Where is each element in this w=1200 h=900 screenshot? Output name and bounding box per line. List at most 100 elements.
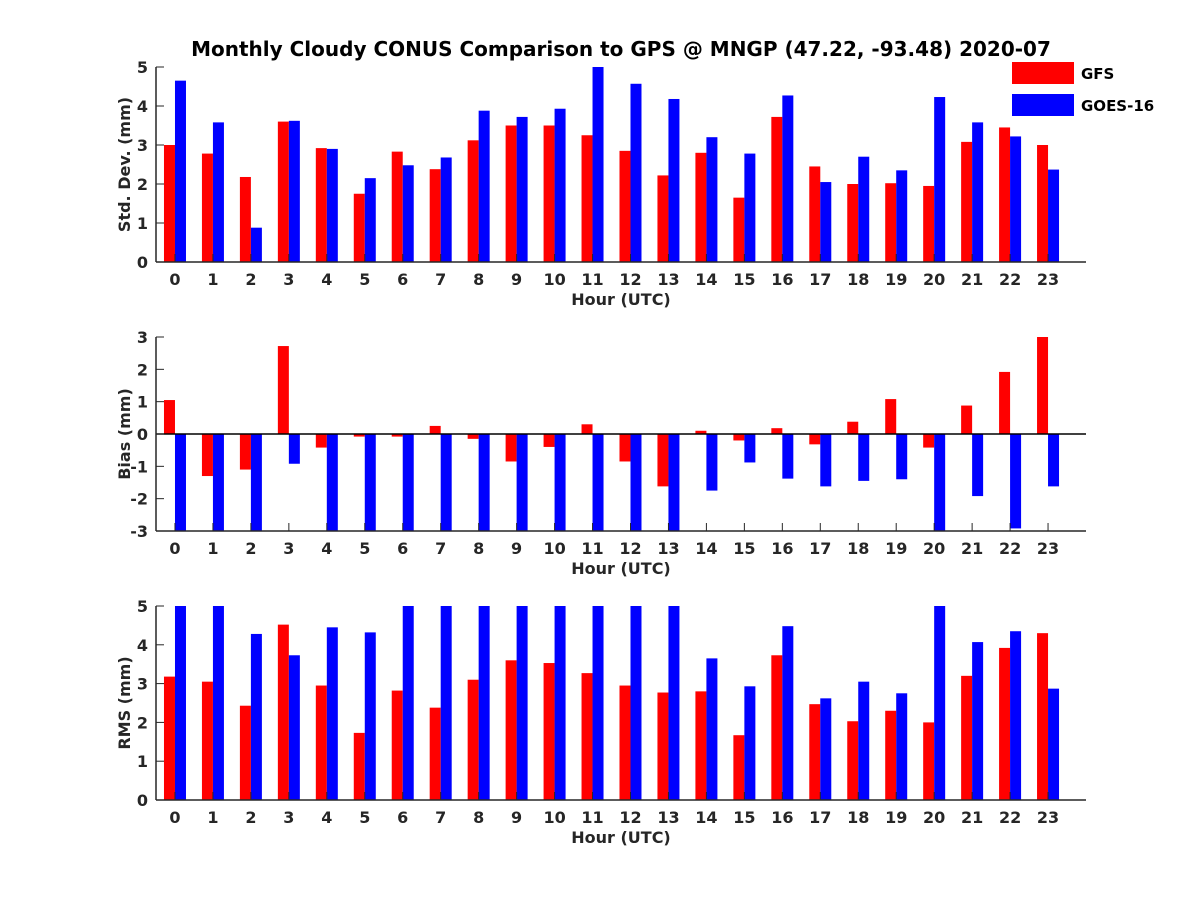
bar-goes-16-5	[364, 434, 376, 531]
bar-gfs-1	[201, 434, 213, 477]
bar-gfs-12	[619, 150, 631, 262]
bar-gfs-18	[847, 184, 859, 262]
x-tick-label: 11	[581, 808, 603, 827]
bar-goes-16-17	[820, 434, 832, 487]
bar-goes-16-9	[516, 434, 528, 531]
bar-goes-16-23	[1048, 169, 1060, 262]
x-tick-label: 14	[695, 539, 717, 558]
x-tick-label: 17	[809, 270, 831, 289]
x-tick-label: 12	[619, 270, 641, 289]
x-tick-label: 9	[511, 270, 522, 289]
bar-gfs-16	[771, 116, 783, 262]
bar-gfs-6	[391, 690, 403, 800]
bar-goes-16-14	[706, 434, 718, 491]
bar-goes-16-12	[630, 434, 642, 531]
x-tick-label: 4	[321, 539, 332, 558]
bar-gfs-23	[1037, 633, 1049, 800]
bar-goes-16-18	[858, 156, 870, 262]
bar-gfs-19	[885, 183, 897, 262]
x-tick-label: 2	[245, 808, 256, 827]
bar-goes-16-4	[326, 434, 338, 531]
bar-goes-16-11	[592, 434, 604, 531]
bar-gfs-7	[429, 707, 441, 800]
x-tick-label: 19	[885, 539, 907, 558]
bar-goes-16-3	[288, 120, 300, 262]
bar-gfs-8	[467, 140, 479, 262]
bar-goes-16-4	[326, 627, 338, 800]
bar-goes-16-17	[820, 698, 832, 800]
bar-gfs-17	[809, 166, 821, 262]
bar-gfs-15	[733, 434, 745, 441]
y-tick-label: 1	[137, 393, 148, 412]
bar-goes-16-2	[250, 434, 262, 531]
bar-goes-16-16	[782, 626, 794, 800]
bar-goes-16-18	[858, 434, 870, 481]
bar-gfs-9	[505, 434, 517, 462]
bar-goes-16-6	[402, 606, 414, 800]
x-tick-label: 22	[999, 270, 1021, 289]
x-tick-label: 18	[847, 270, 869, 289]
bar-goes-16-8	[478, 606, 490, 800]
bar-gfs-3	[277, 121, 289, 262]
bar-gfs-3	[277, 624, 289, 800]
bar-goes-16-20	[934, 97, 946, 262]
bar-gfs-3	[277, 346, 289, 434]
x-tick-label: 15	[733, 808, 755, 827]
x-tick-label: 19	[885, 270, 907, 289]
x-tick-label: 7	[435, 539, 446, 558]
x-tick-label: 19	[885, 808, 907, 827]
x-tick-label: 21	[961, 270, 983, 289]
x-tick-label: 14	[695, 808, 717, 827]
bar-goes-16-10	[554, 606, 566, 800]
bar-goes-16-11	[592, 67, 604, 262]
x-tick-label: 21	[961, 808, 983, 827]
bar-goes-16-22	[1010, 136, 1022, 262]
x-tick-label: 20	[923, 808, 945, 827]
x-tick-label: 8	[473, 808, 484, 827]
bar-goes-16-19	[896, 693, 908, 800]
bar-goes-16-3	[288, 655, 300, 800]
bar-gfs-7	[429, 425, 441, 434]
x-tick-label: 8	[473, 539, 484, 558]
bar-goes-16-1	[212, 122, 224, 262]
x-tick-label: 3	[283, 270, 294, 289]
legend-label-gfs: GFS	[1081, 65, 1114, 83]
y-axis-label: Std. Dev. (mm)	[115, 97, 134, 232]
bar-gfs-14	[695, 691, 707, 800]
bar-goes-16-9	[516, 116, 528, 262]
bar-gfs-19	[885, 710, 897, 800]
y-tick-label: 3	[137, 675, 148, 694]
x-tick-label: 10	[543, 808, 565, 827]
legend-swatch-goes-16	[1012, 94, 1074, 116]
x-tick-label: 13	[657, 808, 679, 827]
bar-goes-16-21	[972, 434, 984, 497]
legend: GFS GOES-16	[1012, 62, 1154, 116]
x-tick-label: 16	[771, 539, 793, 558]
bar-goes-16-0	[174, 434, 186, 531]
x-tick-label: 10	[543, 539, 565, 558]
bar-goes-16-7	[440, 434, 452, 531]
bar-gfs-11	[581, 673, 593, 800]
x-tick-label: 9	[511, 808, 522, 827]
bar-gfs-10	[543, 663, 555, 800]
bar-goes-16-14	[706, 137, 718, 262]
bar-goes-16-1	[212, 606, 224, 800]
bar-goes-16-15	[744, 434, 756, 463]
bar-gfs-13	[657, 175, 669, 262]
bar-goes-16-15	[744, 686, 756, 800]
bar-goes-16-7	[440, 606, 452, 800]
bar-goes-16-6	[402, 434, 414, 531]
bar-goes-16-20	[934, 606, 946, 800]
y-tick-label: 5	[137, 597, 148, 616]
bar-gfs-23	[1037, 145, 1049, 262]
bar-gfs-14	[695, 152, 707, 262]
bar-goes-16-5	[364, 632, 376, 800]
bar-gfs-14	[695, 430, 707, 434]
chart-title: Monthly Cloudy CONUS Comparison to GPS @…	[191, 37, 1051, 61]
x-tick-label: 4	[321, 270, 332, 289]
bar-gfs-18	[847, 421, 859, 434]
x-tick-label: 22	[999, 808, 1021, 827]
